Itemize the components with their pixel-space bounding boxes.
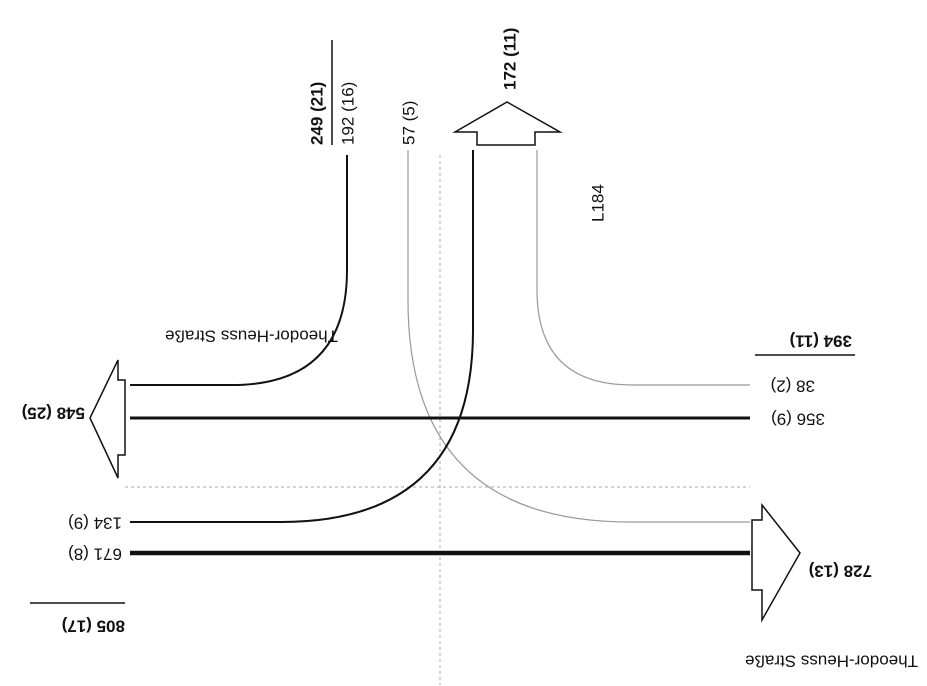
east-outbound: 728 (13) bbox=[809, 562, 872, 581]
north-total: 249 (21) bbox=[307, 82, 326, 145]
east-total: 394 (11) bbox=[790, 332, 852, 351]
north-through: 192 (16) bbox=[338, 82, 357, 145]
north-outbound: 172 (11) bbox=[500, 28, 519, 90]
road-west: Theodor-Heuss Straße bbox=[165, 327, 338, 346]
road-north: L184 bbox=[588, 184, 607, 222]
east-right-turn: 38 (2) bbox=[771, 377, 815, 396]
flow-south-left bbox=[130, 150, 474, 523]
west-outbound: 548 (25) bbox=[22, 404, 85, 423]
arrow-east bbox=[751, 502, 801, 623]
arrow-west bbox=[89, 359, 126, 479]
east-through: 356 (9) bbox=[771, 410, 825, 429]
road-east: Theodor-Heuss Straße bbox=[745, 652, 918, 671]
flow-north-through bbox=[130, 155, 348, 386]
west-left-turn: 134 (9) bbox=[68, 514, 122, 533]
flow-north-right bbox=[407, 150, 750, 523]
arrow-north bbox=[452, 101, 563, 146]
west-total: 805 (17) bbox=[62, 617, 125, 636]
flow-east-right bbox=[536, 150, 750, 386]
north-right-turn: 57 (5) bbox=[399, 101, 418, 145]
west-through: 671 (8) bbox=[68, 545, 122, 564]
